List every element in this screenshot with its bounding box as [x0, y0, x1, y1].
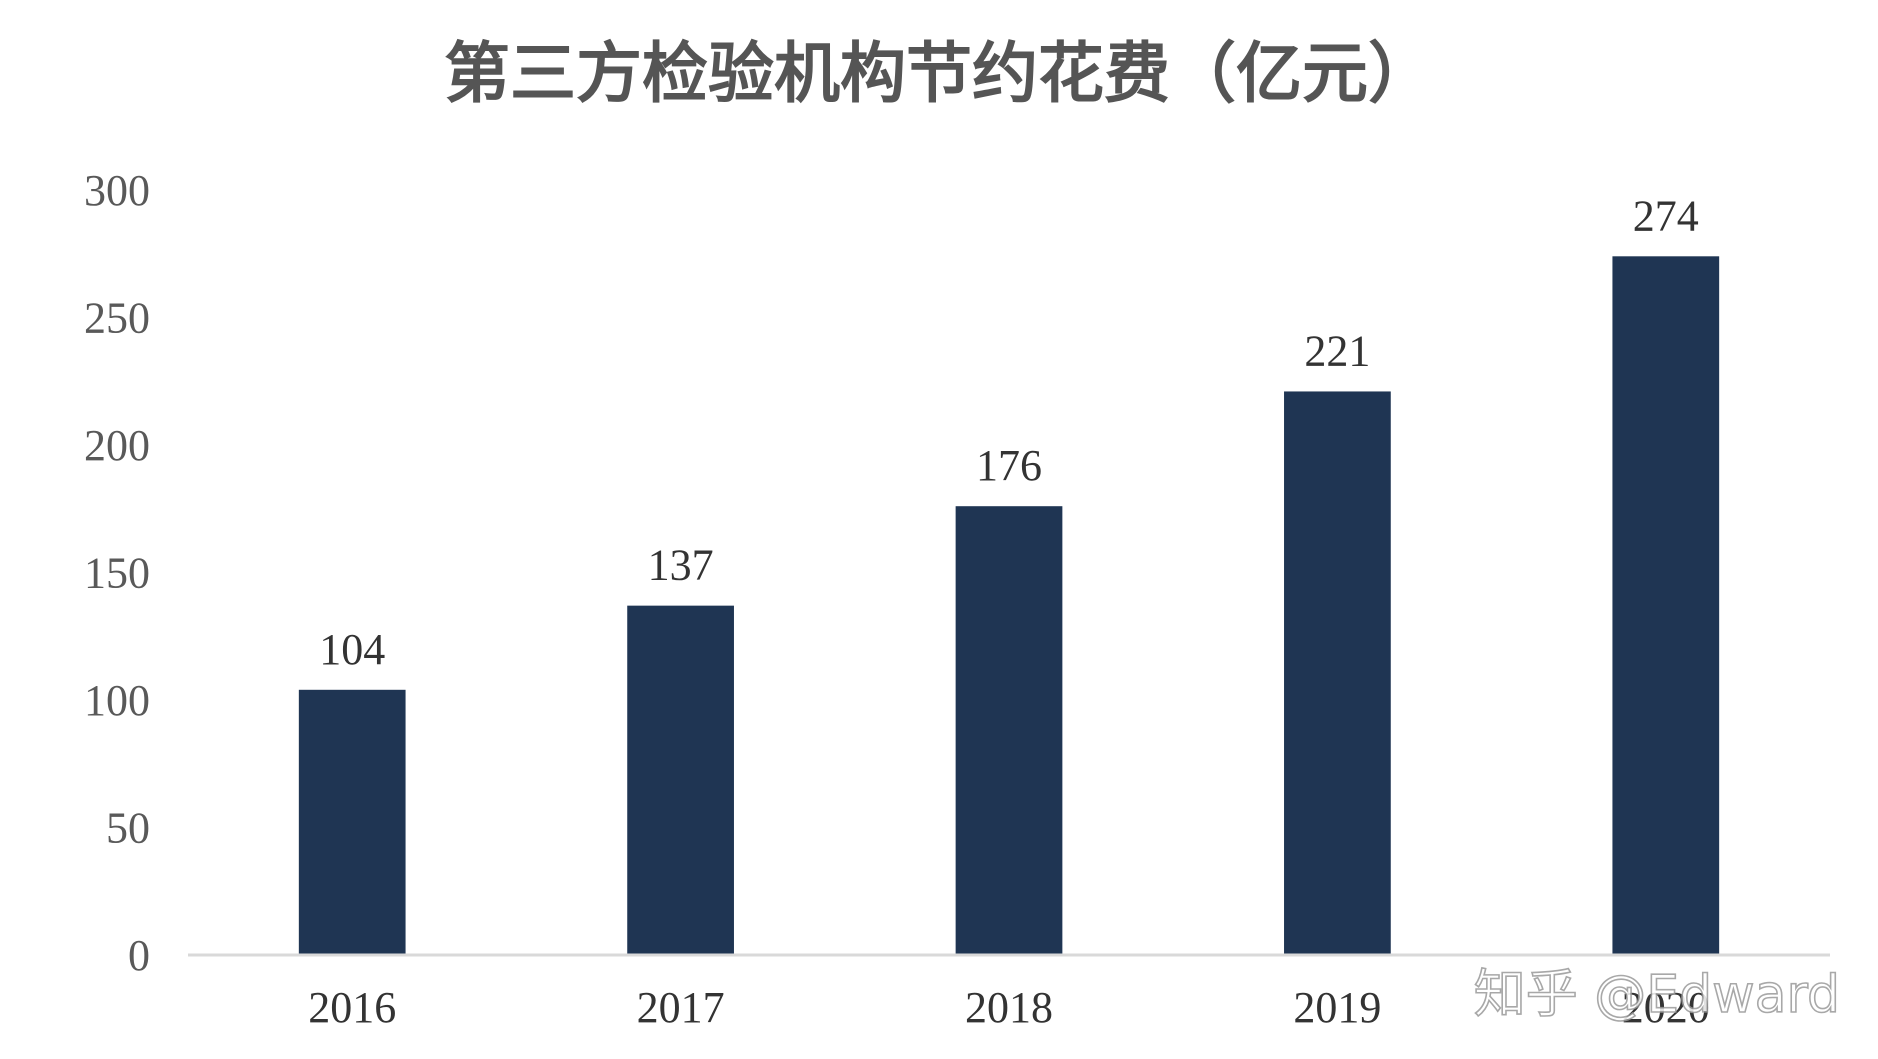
y-tick-label: 300 — [84, 166, 150, 215]
bar-2019 — [1284, 391, 1391, 955]
data-label-2018: 176 — [976, 441, 1042, 490]
x-tick-label: 2019 — [1293, 983, 1381, 1032]
bar-2016 — [298, 689, 406, 955]
x-tick-label: 2018 — [965, 983, 1053, 1032]
y-tick-label: 250 — [84, 294, 150, 343]
chart-title: 第三方检验机构节约花费（亿元） — [444, 35, 1434, 112]
bar-2017 — [627, 605, 734, 955]
bar-2020 — [1612, 256, 1720, 955]
y-tick-label: 200 — [84, 421, 150, 470]
bars-group: 104 137 176 221 274 — [298, 191, 1720, 955]
watermark: 知乎 @Edward — [1474, 965, 1840, 1025]
data-label-2016: 104 — [319, 625, 385, 674]
y-tick-label: 150 — [84, 549, 150, 598]
x-tick-label: 2020 — [1622, 983, 1710, 1032]
x-tick-label: 2016 — [308, 983, 396, 1032]
y-tick-label: 0 — [128, 931, 150, 980]
y-axis: 0 50 100 150 200 250 300 — [84, 166, 150, 980]
x-tick-label: 2017 — [637, 983, 725, 1032]
bar-2018 — [955, 506, 1063, 955]
data-label-2019: 221 — [1304, 326, 1370, 375]
y-tick-label: 50 — [106, 804, 150, 853]
data-label-2020: 274 — [1633, 191, 1699, 240]
data-label-2017: 137 — [648, 541, 714, 590]
x-axis: 2016 2017 2018 2019 2020 — [308, 983, 1710, 1032]
y-tick-label: 100 — [84, 676, 150, 725]
